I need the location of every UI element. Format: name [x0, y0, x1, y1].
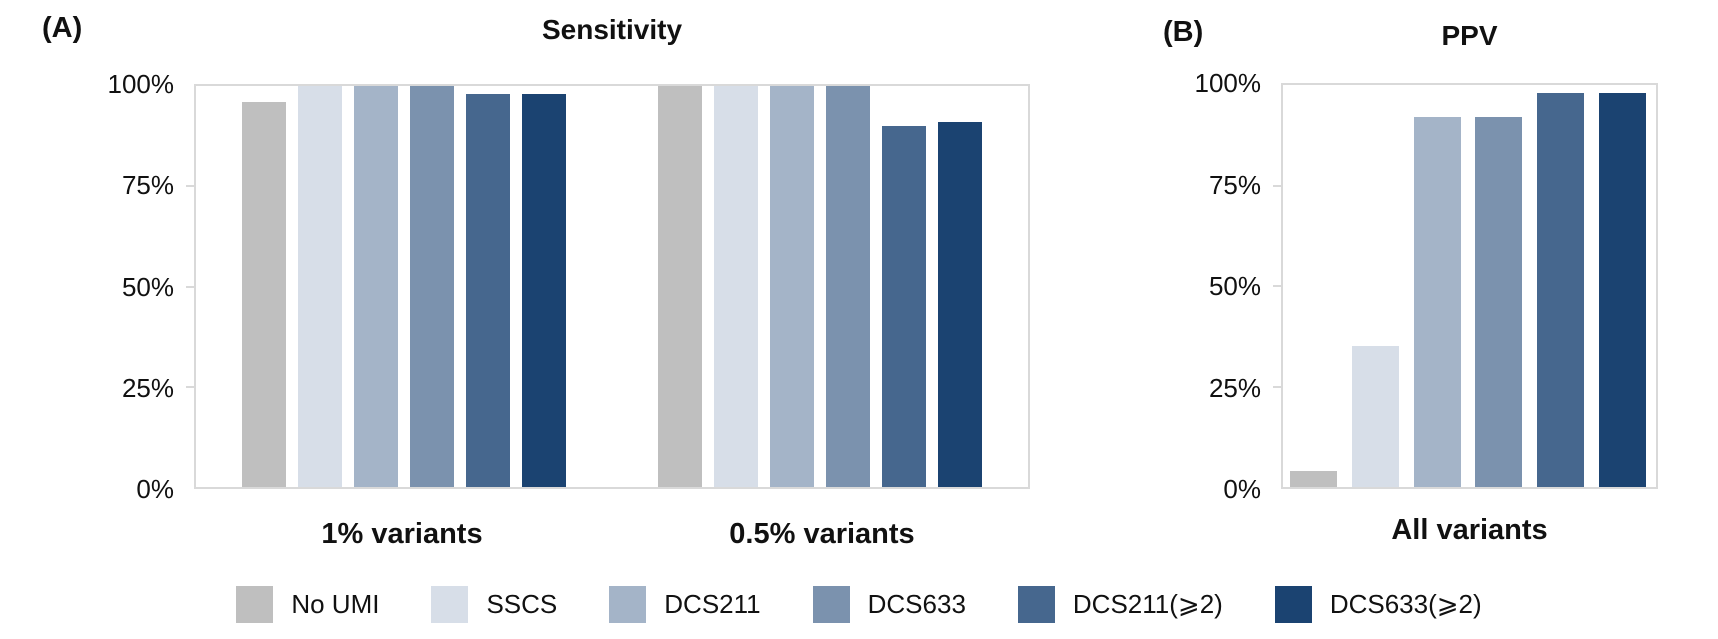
legend-label: DCS633: [867, 589, 966, 619]
bar: [466, 94, 510, 487]
y-tick-label: 25%: [1208, 372, 1261, 403]
panel-b-x-labels: All variants: [1281, 514, 1658, 547]
bar-group: [242, 86, 566, 487]
legend-swatch: [609, 586, 647, 623]
legend-swatch: [812, 586, 850, 623]
legend-swatch: [1017, 586, 1055, 623]
legend-label: No UMI: [291, 589, 380, 619]
y-tick-label: 75%: [121, 170, 174, 201]
legend-item: DCS211(⩾2): [1017, 586, 1223, 623]
y-tick-label: 75%: [1208, 169, 1261, 200]
y-tick-mark: [186, 185, 195, 188]
x-category-label: All variants: [1391, 514, 1548, 546]
panel-a-tag: (A): [42, 12, 83, 44]
legend-item: SSCS: [431, 586, 557, 623]
legend-item: DCS211: [609, 586, 761, 623]
bar: [298, 86, 342, 487]
y-tick-label: 25%: [121, 372, 174, 403]
bar: [826, 86, 870, 487]
y-tick-mark: [186, 385, 195, 388]
legend-item: No UMI: [236, 586, 379, 623]
y-tick-label: 0%: [136, 474, 174, 504]
legend-item: DCS633(⩾2): [1274, 586, 1482, 623]
bar: [1351, 346, 1399, 487]
y-tick-label: 100%: [107, 69, 175, 99]
legend-swatch: [1274, 586, 1312, 623]
legend-label: DCS211: [664, 589, 761, 619]
y-tick-label: 0%: [1223, 474, 1261, 504]
bar: [410, 86, 454, 487]
bar: [1537, 93, 1585, 487]
legend-swatch: [236, 586, 274, 623]
bar: [354, 86, 398, 487]
y-tick-mark: [1273, 184, 1282, 187]
bar: [242, 102, 286, 487]
legend-swatch: [431, 586, 469, 623]
x-category-label: 0.5% variants: [729, 518, 915, 550]
y-tick-label: 50%: [1208, 271, 1261, 301]
legend-label: DCS211(⩾2): [1072, 589, 1223, 619]
panel-b-plot-area: [1273, 83, 1658, 489]
panel-a-y-axis: 0% 25% 50% 75% 100%: [60, 69, 188, 504]
y-tick-mark: [186, 285, 195, 288]
bar-group: [658, 86, 982, 487]
bar: [658, 86, 702, 487]
y-tick-label: 100%: [1194, 68, 1262, 98]
bar: [1598, 93, 1646, 487]
panel-b-y-axis: 0% 25% 50% 75% 100%: [1147, 68, 1275, 504]
bar: [714, 86, 758, 487]
bar: [938, 122, 982, 487]
panel-a-plot-area: [186, 84, 1030, 489]
bar: [770, 86, 814, 487]
legend-item: DCS633: [812, 586, 966, 623]
y-tick-mark: [1273, 385, 1282, 388]
panel-b-tag: (B): [1163, 16, 1204, 48]
y-tick-label: 50%: [121, 271, 174, 302]
bar: [1413, 117, 1461, 487]
legend-label: DCS633(⩾2): [1329, 589, 1482, 619]
y-tick-mark: [1273, 285, 1282, 287]
panel-b-bar-groups: [1283, 85, 1656, 487]
bar: [522, 94, 566, 487]
panel-a-title: Sensitivity: [541, 14, 683, 45]
bar-group: [1290, 85, 1646, 487]
bar: [882, 126, 926, 487]
bar: [1290, 470, 1337, 487]
legend-label: SSCS: [486, 589, 558, 619]
x-category-label: 1% variants: [321, 518, 483, 550]
panel-b-title: PPV: [1441, 20, 1498, 51]
panel-a-x-labels: 1% variants 0.5% variants: [194, 518, 1030, 551]
bar: [1475, 117, 1523, 487]
panel-a-bar-groups: [196, 86, 1028, 487]
chart-legend: No UMI SSCS DCS211 DCS633 DCS211(⩾2) DCS633(⩾…: [0, 586, 1718, 623]
